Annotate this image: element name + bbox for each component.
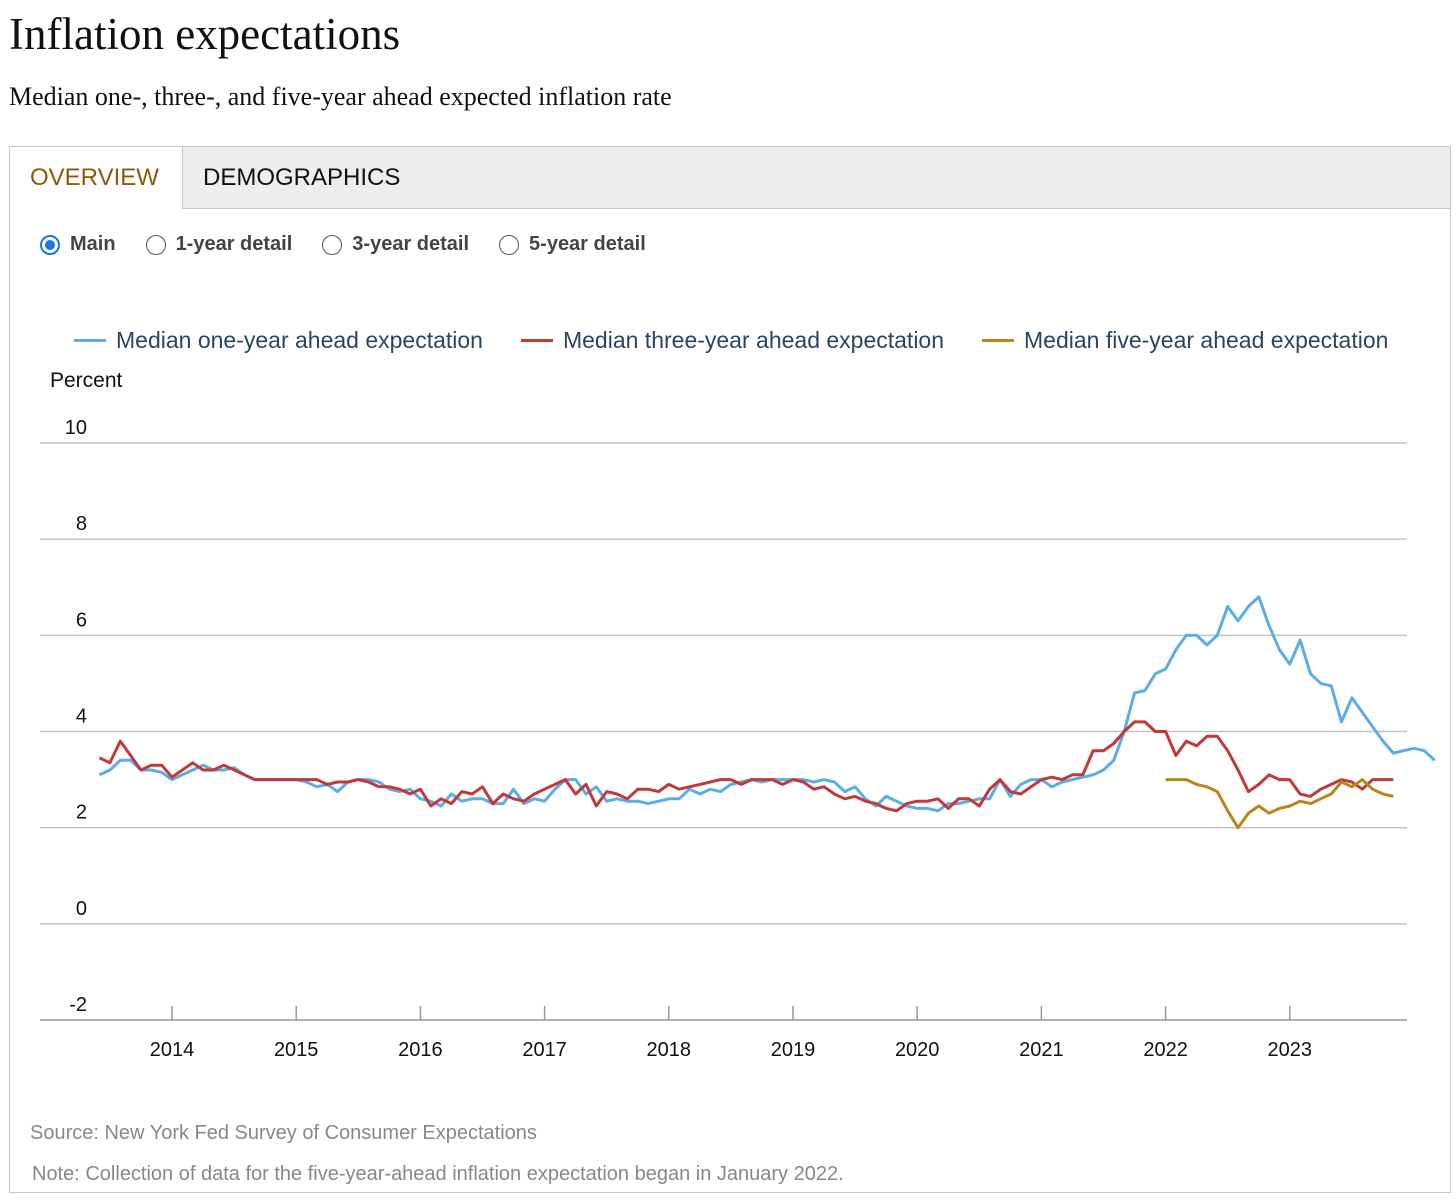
- tab-demographics[interactable]: DEMOGRAPHICS: [203, 164, 401, 191]
- legend-item-three-year[interactable]: Median three-year ahead expectation: [520, 327, 945, 354]
- x-tick-label: 2018: [647, 1039, 692, 1061]
- y-tick-label: 4: [76, 706, 87, 728]
- y-axis-label: Percent: [50, 369, 123, 392]
- series-line-five-year: [1165, 778, 1394, 830]
- radio-3-year-detail[interactable]: 3-year detail: [322, 233, 469, 256]
- x-tick-label: 2021: [1019, 1039, 1064, 1061]
- chart-panel: OVERVIEW DEMOGRAPHICS Main 1-year detail…: [9, 146, 1451, 1193]
- radio-label: 1-year detail: [175, 233, 293, 255]
- legend-item-five-year[interactable]: Median five-year ahead expectation: [982, 327, 1388, 354]
- radio-1-year-detail[interactable]: 1-year detail: [145, 233, 293, 256]
- y-tick-label: -2: [69, 994, 87, 1016]
- y-tick-label: 10: [65, 417, 87, 439]
- y-tick-label: 8: [76, 513, 87, 535]
- view-radio-group: Main 1-year detail 3-year detail 5-year …: [40, 233, 676, 256]
- page-title: Inflation expectations: [9, 9, 401, 59]
- legend-swatch: [520, 339, 553, 342]
- legend-swatch: [982, 339, 1015, 342]
- radio-5-year-detail[interactable]: 5-year detail: [499, 233, 646, 256]
- x-tick-label: 2019: [771, 1039, 816, 1061]
- chart-legend: Median one-year ahead expectation Median…: [74, 327, 1426, 354]
- radio-label: 5-year detail: [529, 233, 646, 255]
- tab-bar: OVERVIEW DEMOGRAPHICS: [10, 147, 1450, 209]
- legend-swatch: [74, 339, 106, 342]
- y-tick-label: 0: [76, 898, 87, 920]
- x-tick-label: 2022: [1143, 1039, 1188, 1061]
- legend-label: Median five-year ahead expectation: [1024, 327, 1389, 353]
- radio-unchecked-icon[interactable]: [322, 234, 343, 255]
- legend-label: Median three-year ahead expectation: [562, 327, 945, 353]
- radio-checked-icon[interactable]: [40, 234, 60, 255]
- radio-label: 3-year detail: [352, 233, 470, 255]
- x-tick-label: 2020: [895, 1039, 940, 1061]
- tab-overview[interactable]: OVERVIEW: [10, 147, 183, 209]
- x-tick-label: 2023: [1268, 1039, 1313, 1061]
- radio-unchecked-icon[interactable]: [499, 234, 520, 255]
- radio-unchecked-icon[interactable]: [145, 234, 166, 255]
- radio-main[interactable]: Main: [40, 233, 116, 256]
- x-tick-label: 2015: [274, 1039, 319, 1061]
- legend-item-one-year[interactable]: Median one-year ahead expectation: [74, 327, 483, 354]
- x-tick-label: 2014: [150, 1039, 195, 1061]
- radio-label: Main: [70, 233, 116, 255]
- source-note: Source: New York Fed Survey of Consumer …: [30, 1122, 537, 1144]
- legend-label: Median one-year ahead expectation: [116, 327, 483, 353]
- series-line-three-year: [98, 720, 1394, 813]
- y-tick-label: 2: [76, 802, 87, 824]
- page-subtitle: Median one-, three-, and five-year ahead…: [9, 82, 672, 111]
- x-tick-label: 2017: [522, 1039, 567, 1061]
- y-tick-label: 6: [76, 609, 87, 631]
- data-note: Note: Collection of data for the five-ye…: [32, 1163, 844, 1185]
- x-tick-label: 2016: [398, 1039, 443, 1061]
